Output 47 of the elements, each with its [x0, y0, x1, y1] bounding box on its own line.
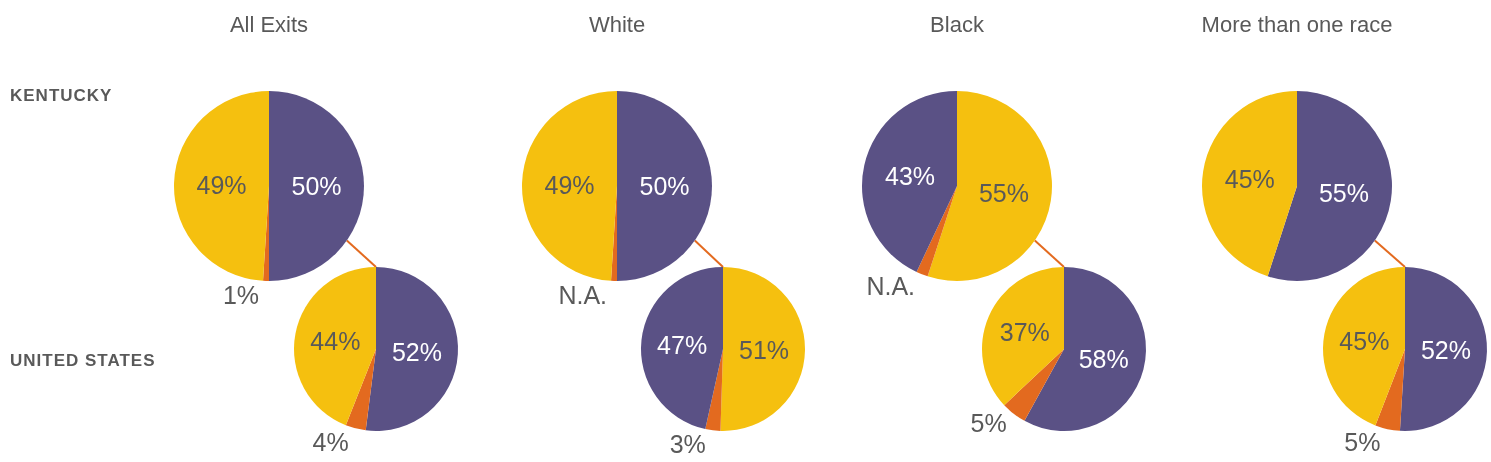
text: UNITED STATES [10, 351, 156, 371]
data-label: 49% [196, 170, 247, 199]
chart-title: All Exits [229, 11, 309, 37]
data-label: 37% [999, 318, 1050, 347]
data-label: 50% [291, 172, 342, 200]
data-label: 5% [1344, 428, 1381, 457]
data-label: N.A. [558, 280, 608, 309]
pie-slice [345, 349, 376, 431]
data-label: 3% [669, 430, 706, 459]
data-label: 43% [885, 161, 936, 190]
data-label: 44% [310, 327, 361, 356]
pie-slice [1004, 349, 1064, 421]
pie-slice [862, 91, 957, 272]
pie-slice [617, 91, 712, 281]
data-label: 47% [657, 330, 708, 359]
data-label: 45% [1339, 327, 1390, 356]
pie-slice [1375, 349, 1405, 431]
text: KENTUCKY [10, 86, 113, 106]
data-label: 49% [544, 170, 595, 199]
data-label: 4% [312, 427, 349, 456]
pie-slice [641, 267, 723, 430]
data-label: 55% [1318, 179, 1369, 208]
pie-slice [269, 91, 364, 281]
pie-slice [1399, 267, 1487, 431]
data-label: 52% [391, 337, 442, 366]
data-label: 50% [639, 172, 690, 200]
pie-slice [1323, 267, 1405, 426]
data-label: 52% [1420, 336, 1471, 365]
data-label: 58% [1078, 345, 1129, 374]
data-label: 5% [970, 408, 1007, 437]
pie-slice [982, 267, 1064, 406]
pie-slice [705, 349, 723, 431]
data-label: 51% [738, 335, 790, 364]
pie-slice [720, 267, 805, 431]
data-label: N.A. [866, 272, 916, 301]
pie-slice [365, 267, 458, 431]
pie-slice [522, 91, 617, 281]
data-label: 1% [222, 280, 260, 309]
pie-slice [1202, 91, 1297, 277]
pie-slice [174, 91, 269, 281]
chart-title: More than one race [1201, 11, 1393, 37]
data-label: 55% [978, 179, 1029, 208]
data-label: 45% [1224, 164, 1275, 193]
chart-title: White [588, 11, 646, 37]
chart-title: Black [930, 11, 985, 37]
pie-slice [916, 186, 957, 277]
pie-slice [294, 267, 376, 426]
